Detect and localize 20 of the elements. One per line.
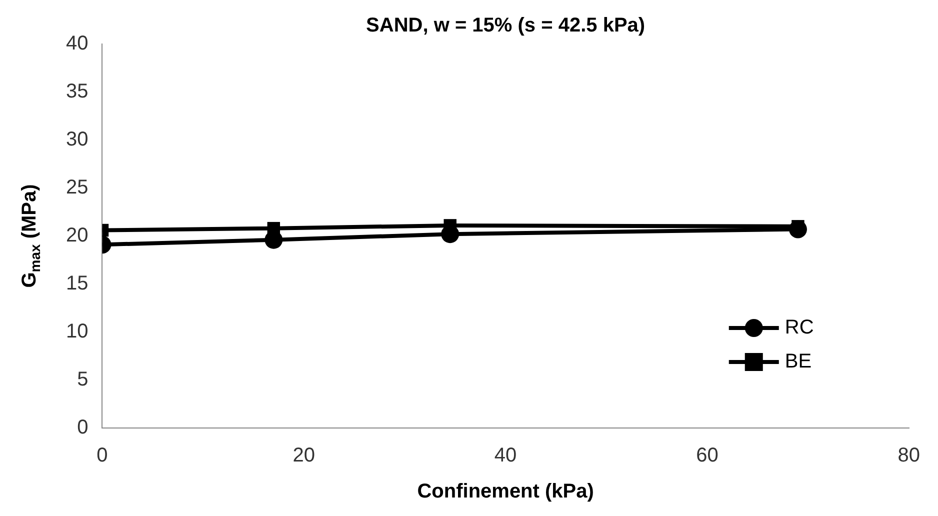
y-tick-label: 25 xyxy=(66,176,88,199)
point xyxy=(267,222,280,235)
x-tick-label: 0 xyxy=(96,444,108,467)
x-tick-label: 20 xyxy=(292,444,316,467)
y-tick-label: 15 xyxy=(66,272,88,295)
chart-title: SAND, w = 15% (s = 42.5 kPa) xyxy=(366,14,646,37)
x-tick-label: 40 xyxy=(494,444,517,467)
y-tick-label: 10 xyxy=(66,320,88,343)
y-tick-label: 5 xyxy=(77,368,88,391)
legend-label: BE xyxy=(784,350,812,373)
y-axis-title: Gmax (MPa) xyxy=(18,184,43,288)
y-tick-label: 20 xyxy=(66,224,88,247)
x-axis-title: Confinement (kPa) xyxy=(417,480,594,503)
y-tick-label: 30 xyxy=(66,128,88,151)
y-tick-label: 35 xyxy=(66,80,88,103)
x-tick-label: 80 xyxy=(898,444,920,467)
legend-label: RC xyxy=(784,316,814,339)
y-tick-label: 40 xyxy=(66,32,88,55)
y-tick-label: 0 xyxy=(77,416,88,439)
x-tick-label: 60 xyxy=(696,444,718,467)
